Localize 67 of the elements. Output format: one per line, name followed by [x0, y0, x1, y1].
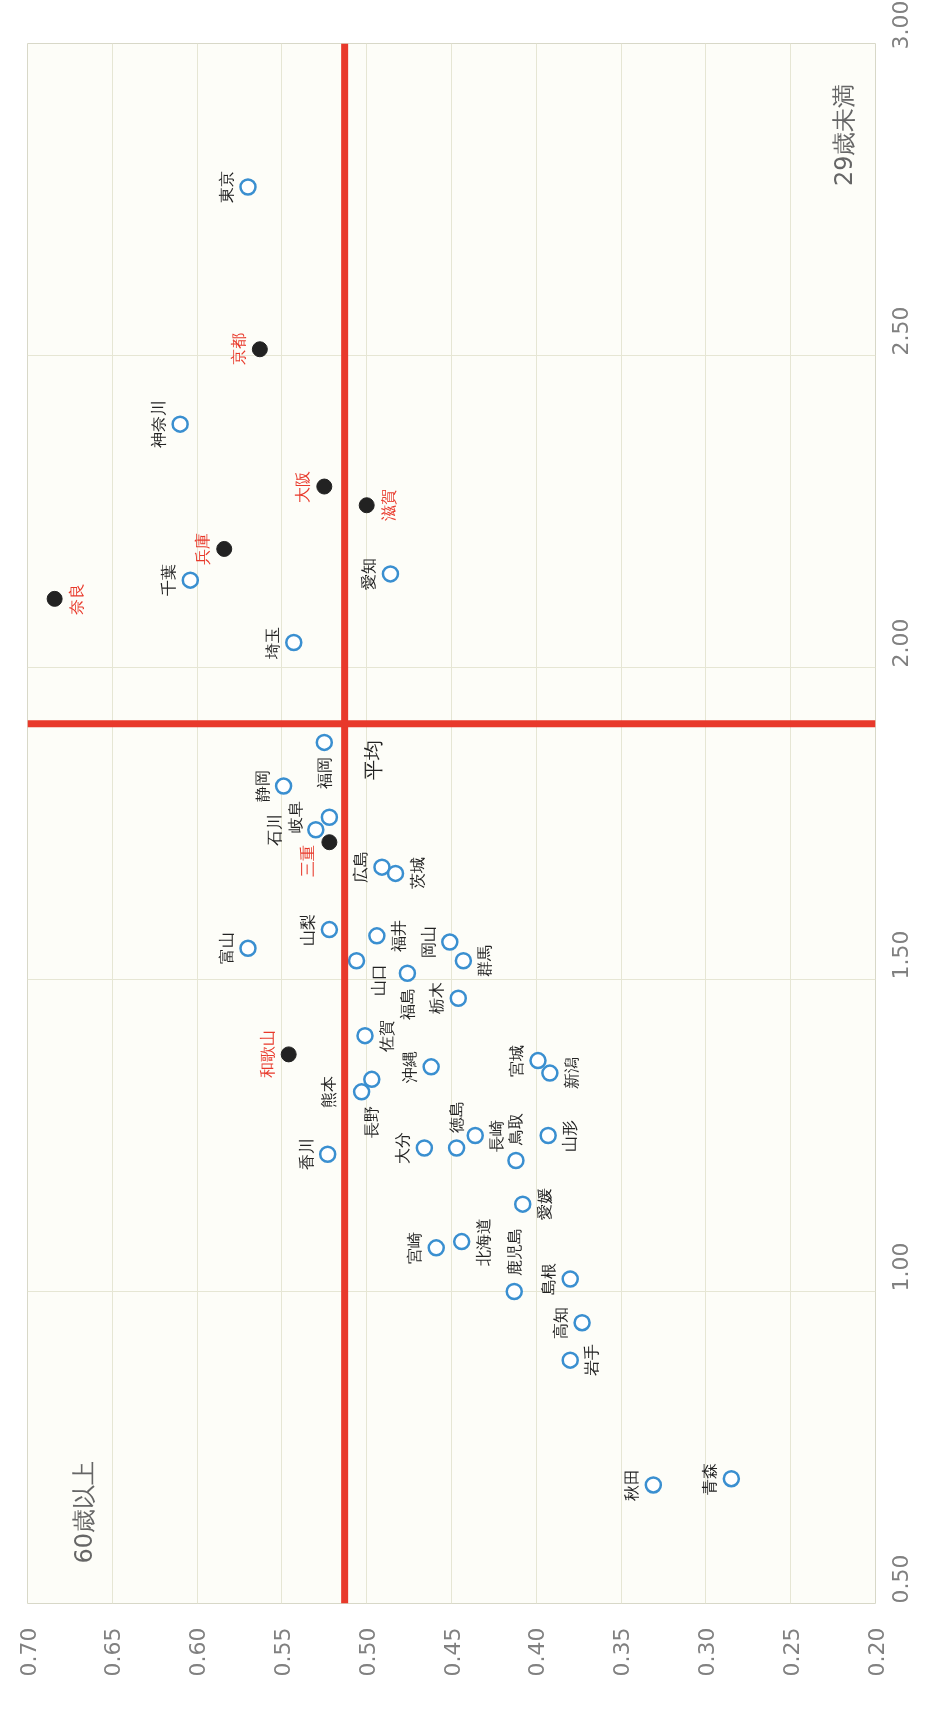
x-tick-label: 0.30 — [693, 1627, 719, 1677]
data-label: 東京 — [216, 171, 236, 204]
annotation: 29歳未満 — [829, 83, 858, 187]
annotation: 60歳以上 — [69, 1460, 98, 1564]
data-label: 愛知 — [359, 557, 379, 590]
data-label: 宮崎 — [405, 1231, 425, 1264]
data-label: 岐阜 — [286, 801, 306, 834]
data-label: 岩手 — [582, 1344, 602, 1377]
data-label: 香川 — [296, 1138, 316, 1171]
data-label: 福井 — [388, 919, 408, 952]
y-tick-label: 1.50 — [887, 930, 913, 980]
x-tick-label: 0.40 — [524, 1627, 550, 1677]
data-label: 石川 — [264, 813, 284, 846]
y-tick-label: 1.00 — [887, 1242, 913, 1292]
data-label: 群馬 — [475, 944, 495, 977]
x-tick-label: 0.45 — [439, 1627, 465, 1677]
data-label: 静岡 — [252, 770, 272, 803]
data-label: 徳島 — [447, 1100, 467, 1133]
data-label: 熊本 — [318, 1075, 338, 1108]
x-tick-label: 0.20 — [863, 1627, 889, 1677]
data-label: 千葉 — [159, 564, 179, 597]
data-label: 福岡 — [314, 757, 334, 790]
x-tick-label: 0.50 — [354, 1627, 380, 1677]
data-label: 福島 — [397, 988, 417, 1021]
data-label: 山口 — [368, 963, 388, 996]
data-label: 新潟 — [561, 1057, 581, 1090]
data-label: 奈良 — [66, 582, 86, 615]
data-label: 青森 — [700, 1462, 720, 1495]
data-label: 大分 — [393, 1131, 413, 1164]
data-label: 鳥取 — [506, 1113, 526, 1147]
data-label: 富山 — [216, 932, 236, 965]
data-label: 三重 — [298, 845, 318, 878]
y-tick-label: 2.50 — [887, 306, 913, 356]
data-label: 神奈川 — [149, 400, 169, 449]
data-label: 栃木 — [427, 982, 447, 1015]
data-label: 長野 — [362, 1106, 382, 1139]
data-label: 長崎 — [487, 1119, 507, 1152]
data-label: 秋田 — [622, 1468, 642, 1501]
x-tick-label: 0.70 — [15, 1627, 41, 1677]
y-tick-label: 2.00 — [887, 618, 913, 668]
data-label: 茨城 — [407, 857, 427, 890]
x-tick-label: 0.25 — [778, 1627, 804, 1677]
x-tick-label: 0.35 — [609, 1627, 635, 1677]
data-label: 大阪 — [293, 470, 313, 503]
x-tick-label: 0.65 — [100, 1627, 126, 1677]
y-tick-label: 0.50 — [887, 1554, 913, 1604]
data-label: 愛媛 — [534, 1188, 554, 1221]
x-tick-label: 0.60 — [185, 1627, 211, 1677]
data-label: 沖縄 — [400, 1050, 420, 1083]
data-label: 京都 — [228, 333, 248, 366]
data-label: 和歌山 — [257, 1030, 277, 1079]
x-tick-label: 0.55 — [269, 1627, 295, 1677]
data-label: 滋賀 — [378, 489, 398, 522]
data-label: 佐賀 — [377, 1019, 396, 1052]
data-label: 鹿児島 — [504, 1227, 524, 1276]
data-label: 兵庫 — [193, 532, 213, 565]
data-label: 北海道 — [473, 1217, 493, 1266]
y-tick-label: 3.00 — [887, 0, 913, 50]
data-label: 宮城 — [507, 1044, 526, 1077]
data-label: 山梨 — [298, 913, 318, 946]
data-label: 広島 — [350, 851, 370, 884]
data-label: 高知 — [551, 1306, 571, 1339]
data-label: 島根 — [539, 1263, 559, 1296]
annotation: 平均 — [360, 739, 385, 780]
data-label: 山形 — [560, 1119, 580, 1152]
data-label: 岡山 — [418, 926, 438, 959]
data-label: 埼玉 — [262, 626, 282, 660]
